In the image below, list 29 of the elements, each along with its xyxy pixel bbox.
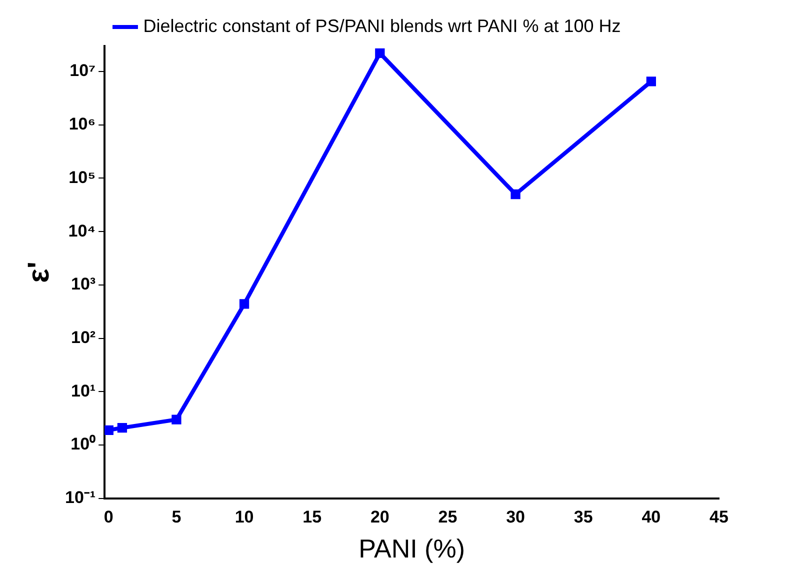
point	[239, 299, 250, 309]
y-tick-label: 10⁰	[70, 434, 96, 454]
point	[117, 423, 128, 433]
x-tick-label: 45	[710, 507, 728, 526]
x-tick-label: 40	[642, 507, 661, 526]
y-tick-label: 10⁶	[68, 114, 96, 134]
point	[646, 76, 656, 86]
y-axis-title: ε'	[22, 262, 56, 283]
x-tick-label: 35	[574, 507, 593, 526]
legend-label: Dielectric constant of PS/PANI blends wrt PANI % at 100 Hz	[143, 16, 621, 36]
x-tick-label: 10	[234, 507, 254, 526]
x-tick-label: 0	[104, 507, 114, 526]
point	[375, 48, 385, 58]
y-tick-label: 10⁵	[68, 168, 96, 187]
point	[104, 425, 114, 435]
y-tick-label: 10⁻¹	[64, 488, 96, 508]
y-tick-label: 10³	[70, 274, 96, 294]
x-tick-label: 30	[506, 507, 526, 526]
y-tick-label: 10²	[70, 328, 96, 347]
y-tick-label: 10⁷	[70, 61, 96, 80]
x-tick-label: 15	[302, 507, 322, 526]
point	[510, 189, 520, 200]
x-axis-title: PANI (%)	[358, 534, 465, 564]
x-tick-label: 25	[438, 507, 458, 526]
y-tick-label: 10¹	[70, 381, 96, 400]
x-tick-label: 5	[172, 507, 182, 526]
point	[172, 414, 182, 424]
y-tick-label: 10⁴	[68, 221, 96, 240]
x-tick-label: 20	[370, 507, 390, 526]
